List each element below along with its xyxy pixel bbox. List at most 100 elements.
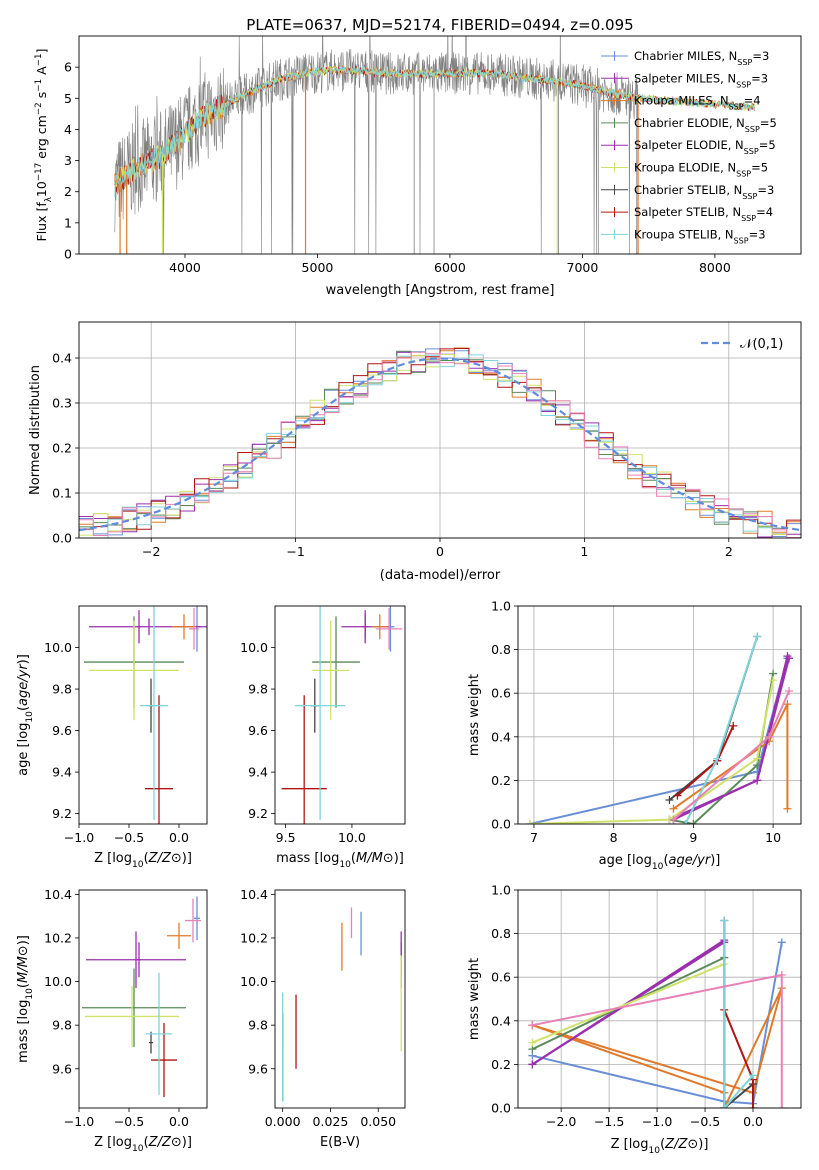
y-axis-label: mass weight — [467, 958, 482, 1040]
x-tick-label: 4000 — [169, 260, 201, 275]
panels: 4000 5000 6000 7000 8000 0 1 2 3 4 5 6 wavelength [A… — [16, 35, 802, 1156]
y-tick-label: 9.8 — [248, 682, 268, 697]
label-part: =4 — [756, 205, 773, 219]
label-part: =3 — [752, 49, 769, 63]
label-part: Z [log — [611, 1137, 649, 1152]
plot-area — [275, 606, 405, 824]
panel-age-vs-mass: 9.5 10.0 9.2 9.4 9.6 9.8 10.0 mass [log10(M/M⊙)… — [240, 605, 406, 870]
x-tick-label: 2 — [725, 544, 733, 559]
plot-content — [528, 916, 786, 1108]
label-part: −2 — [34, 102, 44, 115]
axes-frame — [78, 321, 802, 539]
x-axis-label: mass [log10(M/M⊙)] — [276, 851, 404, 870]
weight-marker — [777, 1104, 786, 1108]
label-part: SSP — [729, 102, 744, 111]
label-part: SSP — [745, 124, 760, 133]
label-part: 10 — [25, 988, 35, 1000]
label-part: Flux [f — [34, 202, 49, 242]
weight-marker — [720, 1104, 729, 1108]
x-tick-label: 0.025 — [313, 1114, 349, 1129]
label-part: 10 — [339, 860, 351, 870]
plot-content — [281, 606, 403, 824]
label-part: −1 — [34, 79, 44, 92]
weight-marker — [749, 1071, 758, 1080]
label-part: Chabrier MILES, N — [634, 49, 737, 63]
legend-label: Chabrier ELODIE, NSSP=5 — [634, 116, 777, 133]
axes-frame — [517, 605, 802, 825]
y-tick-label: 9.8 — [52, 1018, 72, 1033]
x-axis-label: age [log10(age/yr)] — [599, 853, 721, 872]
x-tick-label: −2.0 — [546, 1114, 576, 1129]
y-tick-label: 1 — [64, 215, 72, 230]
label-part: Chabrier ELODIE, N — [634, 116, 745, 130]
x-tick-label: −0.5 — [690, 1114, 720, 1129]
label-part: −17 — [34, 163, 44, 181]
label-part: ( — [16, 706, 31, 711]
x-tick-label: 0 — [436, 544, 444, 559]
label-part: 10 — [132, 860, 144, 870]
weight-marker — [749, 1104, 758, 1108]
y-tick-label: 0.2 — [52, 441, 72, 456]
label-part: )] — [698, 1137, 708, 1152]
y-tick-label: 10.0 — [44, 974, 72, 989]
y-tick-label: 9.6 — [248, 723, 268, 738]
y-tick-label: 10.2 — [44, 930, 72, 945]
legend-label: Chabrier STELIB, NSSP=3 — [634, 183, 774, 201]
panel-age-vs-Z: −1.0 −0.5 0.09.29.49.69.810.0Z [log10(Z/Z⊙… — [16, 605, 208, 870]
y-tick-label: 10.4 — [44, 887, 72, 902]
y-tick-label: 0.2 — [491, 773, 511, 788]
label-part: ( — [144, 1135, 149, 1150]
label-part: SSP — [734, 236, 749, 245]
plot-area — [79, 890, 207, 1108]
label-part: SSP — [741, 214, 756, 223]
axes-frame — [78, 35, 802, 255]
y-tick-label: 10.2 — [240, 930, 268, 945]
y-tick-label: 0.3 — [52, 396, 72, 411]
plot-content — [281, 907, 402, 1102]
y-tick-label: 9.4 — [52, 765, 72, 780]
residual-histogram — [79, 348, 801, 530]
legend-label: Kroupa ELODIE, NSSP=5 — [634, 161, 768, 179]
weight-line — [532, 987, 783, 1108]
y-tick-label: 0.8 — [491, 926, 511, 941]
y-axis-label: age [log10(age/yr)] — [16, 654, 35, 776]
y-tick-label: 9.2 — [52, 806, 72, 821]
label-part: 10 — [649, 1146, 661, 1156]
x-tick-label: 0.0 — [169, 1114, 189, 1129]
label-part: 10 — [652, 862, 664, 872]
y-tick-label: 9.6 — [52, 723, 72, 738]
x-axis-label: wavelength [Angstrom, rest frame] — [326, 283, 555, 298]
figure-title: PLATE=0637, MJD=52174, FIBERID=0494, z=0… — [246, 16, 633, 34]
weight-line — [532, 963, 725, 1044]
x-tick-label: 0.0 — [169, 830, 189, 845]
y-tick-label: 0.4 — [491, 1013, 511, 1028]
label-part: )] — [182, 851, 192, 866]
axes-frame — [78, 889, 208, 1109]
legend-label: Kroupa STELIB, NSSP=3 — [634, 227, 766, 245]
label-part: mass [log — [16, 1000, 31, 1063]
axes-frame — [274, 889, 406, 1109]
panel-mass-vs-EBV: 0.000 0.025 0.050 9.6 9.8 10.0 10.2 10.4 E(B-V) — [240, 887, 406, 1150]
plot-content — [114, 36, 756, 254]
label-part: −1 — [34, 53, 44, 66]
plot-content — [79, 347, 801, 538]
plot-area — [275, 890, 405, 1108]
y-tick-label: 3 — [64, 153, 72, 168]
y-tick-label: 10.0 — [240, 974, 268, 989]
label-part: )] — [16, 654, 31, 664]
observed-spectrum — [114, 36, 639, 254]
legend-label: Kroupa MILES, NSSP=4 — [634, 94, 761, 112]
x-axis-label: Z [log10(Z/Z⊙)] — [611, 1137, 709, 1156]
x-tick-label: −1.0 — [642, 1114, 672, 1129]
weight-marker — [525, 820, 534, 824]
label-part: =3 — [749, 227, 766, 241]
y-tick-label: 9.6 — [52, 1061, 72, 1076]
y-axis-label: Flux [fλ10−17 erg cm−2 s−1 A−1] — [34, 49, 54, 242]
label-part: ( — [660, 1137, 665, 1152]
label-part: =3 — [751, 71, 768, 85]
weight-marker — [765, 732, 774, 741]
y-tick-label: 1.0 — [491, 599, 511, 614]
